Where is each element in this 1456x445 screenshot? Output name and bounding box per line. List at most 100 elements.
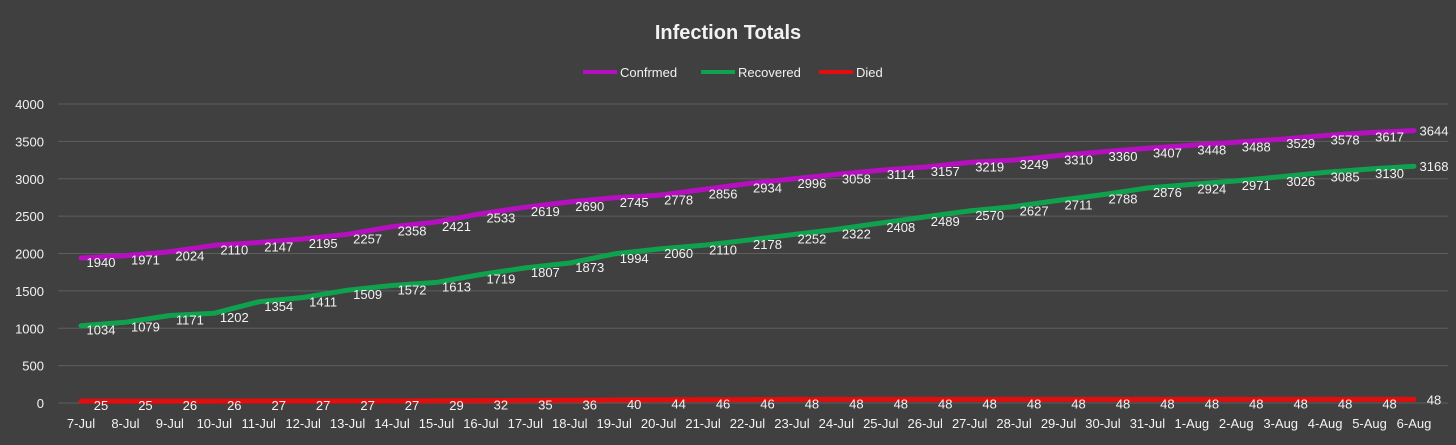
data-label: 2619	[531, 204, 560, 219]
y-tick-label: 2500	[15, 209, 44, 224]
data-label: 1034	[87, 323, 116, 338]
data-label: 2745	[620, 195, 649, 210]
data-label: 1807	[531, 265, 560, 280]
data-label: 2408	[886, 220, 915, 235]
x-tick-label: 2-Aug	[1219, 416, 1254, 431]
data-label: 48	[1205, 396, 1219, 411]
data-label: 25	[138, 398, 152, 413]
x-tick-label: 28-Jul	[996, 416, 1032, 431]
legend-entry: Recovered	[701, 65, 801, 80]
data-label: 40	[627, 397, 641, 412]
x-tick-label: 11-Jul	[242, 416, 277, 431]
series-line-died	[78, 396, 1417, 404]
data-label: 3488	[1242, 139, 1271, 154]
data-label: 1940	[87, 255, 116, 270]
data-label: 3249	[1020, 157, 1049, 172]
data-label: 2971	[1242, 178, 1271, 193]
data-label: 48	[1382, 396, 1396, 411]
data-label: 2195	[309, 236, 338, 251]
data-label: 2934	[753, 181, 782, 196]
data-label: 3026	[1286, 174, 1315, 189]
data-label: 48	[1071, 396, 1085, 411]
x-tick-label: 16-Jul	[463, 416, 499, 431]
data-label: 48	[1116, 396, 1130, 411]
data-label: 3058	[842, 171, 871, 186]
data-label: 3310	[1064, 153, 1093, 168]
x-tick-label: 23-Jul	[774, 416, 810, 431]
y-tick-label: 1000	[15, 321, 44, 336]
series-line-confrmed	[78, 128, 1417, 261]
data-label: 2024	[175, 249, 204, 264]
data-label: 3219	[975, 159, 1004, 174]
y-tick-label: 500	[22, 359, 44, 374]
data-label: 1719	[486, 272, 515, 287]
x-tick-label: 21-Jul	[685, 416, 721, 431]
data-label: 3114	[887, 167, 915, 182]
legend: Confrmed Recovered Died	[583, 65, 883, 80]
data-label: 2257	[353, 231, 382, 246]
data-label: 26	[183, 398, 197, 413]
data-label: 1994	[620, 251, 649, 266]
x-tick-label: 10-Jul	[197, 416, 233, 431]
data-label: 1171	[176, 312, 204, 327]
data-label: 3448	[1197, 142, 1226, 157]
data-label: 32	[494, 398, 508, 413]
data-label: 48	[894, 396, 908, 411]
data-label: 29	[449, 398, 463, 413]
data-label: 48	[1338, 396, 1352, 411]
data-label: 27	[271, 398, 285, 413]
y-axis-tick-labels: 0 500 1000 1500 2000 2500 3000 3500 4000	[15, 97, 44, 411]
chart-title: Infection Totals	[655, 22, 801, 44]
data-label: 25	[94, 398, 108, 413]
data-label: 3085	[1331, 169, 1360, 184]
x-tick-label: 19-Jul	[596, 416, 632, 431]
x-tick-label: 27-Jul	[952, 416, 988, 431]
legend-label: Died	[856, 65, 883, 80]
data-label: 1079	[131, 319, 160, 334]
data-label: 2358	[398, 224, 427, 239]
y-tick-label: 3000	[15, 172, 44, 187]
x-tick-label: 20-Jul	[641, 416, 677, 431]
data-label: 2924	[1197, 181, 1226, 196]
data-label: 3168	[1420, 159, 1449, 174]
x-tick-label: 22-Jul	[730, 416, 766, 431]
data-label: 3130	[1375, 166, 1404, 181]
data-label: 48	[1027, 396, 1041, 411]
data-label: 2322	[842, 226, 871, 241]
data-label: 3360	[1109, 149, 1138, 164]
data-label: 48	[1249, 396, 1263, 411]
data-label: 2627	[1020, 204, 1049, 219]
data-label: 3644	[1420, 124, 1449, 139]
data-label: 2178	[753, 237, 782, 252]
x-tick-label: 25-Jul	[863, 416, 899, 431]
data-label: 2110	[220, 242, 248, 257]
data-label: 3529	[1286, 136, 1315, 151]
x-tick-label: 17-Jul	[508, 416, 544, 431]
x-tick-label: 31-Jul	[1130, 416, 1166, 431]
data-label: 27	[316, 398, 330, 413]
series-lines	[78, 128, 1417, 404]
y-tick-label: 0	[37, 396, 44, 411]
data-label: 48	[805, 396, 819, 411]
data-label: 48	[938, 396, 952, 411]
data-label: 1202	[220, 310, 249, 325]
data-label: 48	[849, 396, 863, 411]
data-label: 3617	[1375, 130, 1404, 145]
x-tick-label: 3-Aug	[1263, 416, 1298, 431]
data-label: 2489	[931, 214, 960, 229]
data-label: 1572	[398, 282, 427, 297]
x-axis-tick-labels: 7-Jul 8-Jul 9-Jul 10-Jul 11-Jul 12-Jul 13-Jul 1…	[67, 416, 1431, 431]
x-tick-label: 7-Jul	[67, 416, 95, 431]
data-label: 46	[760, 397, 774, 412]
data-label: 35	[538, 397, 552, 412]
data-label: 2421	[442, 219, 471, 234]
x-tick-label: 29-Jul	[1041, 416, 1077, 431]
x-tick-label: 5-Aug	[1352, 416, 1387, 431]
data-label: 1971	[131, 253, 160, 268]
data-label: 2788	[1109, 192, 1138, 207]
y-tick-label: 2000	[15, 247, 44, 262]
legend-entry: Confrmed	[583, 65, 677, 80]
x-tick-label: 24-Jul	[819, 416, 855, 431]
